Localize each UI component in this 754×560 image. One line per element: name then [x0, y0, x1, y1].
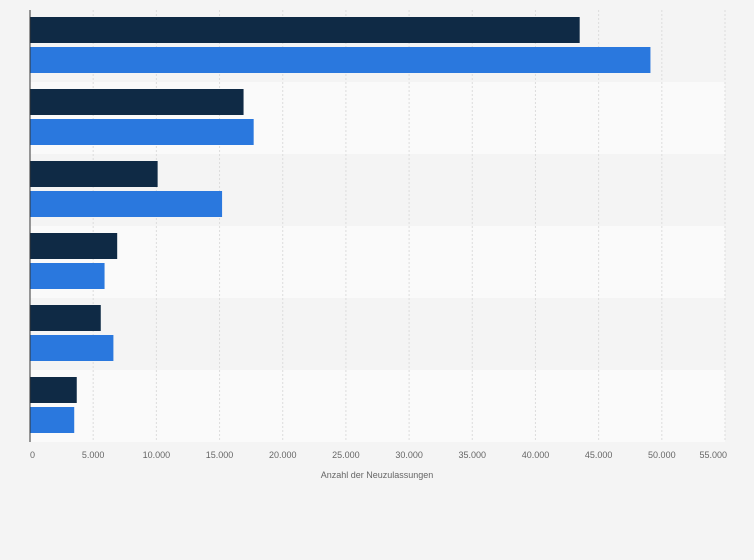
category-band-6: [30, 370, 725, 442]
bar-series2-cat2: [30, 119, 254, 145]
x-tick-label-5: 25.000: [332, 450, 360, 460]
x-tick-label-7: 35.000: [459, 450, 487, 460]
x-tick-label-8: 40.000: [522, 450, 550, 460]
x-tick-label-9: 45.000: [585, 450, 613, 460]
gridlines: [92, 10, 726, 442]
bar-series1-cat5: [30, 305, 101, 331]
bar-series2-cat1: [30, 47, 651, 73]
bar-series1-cat3: [30, 161, 158, 187]
category-band-5: [30, 298, 725, 370]
category-band-4: [30, 226, 725, 298]
x-tick-label-4: 20.000: [269, 450, 297, 460]
bar-series2-cat3: [30, 191, 223, 217]
x-tick-label-0: 0: [30, 450, 35, 460]
bar-series1-cat4: [30, 233, 118, 259]
bar-series1-cat1: [30, 17, 580, 43]
bar-series1-cat2: [30, 89, 244, 115]
x-tick-label-1: 5.000: [82, 450, 105, 460]
x-tick-labels: 0 5.000 10.000 15.000 20.000 25.000 30.000 35.0…: [30, 450, 727, 460]
bars: [30, 17, 651, 433]
bar-series2-cat4: [30, 263, 105, 289]
x-tick-label-11: 55.000: [699, 450, 727, 460]
x-tick-label-3: 15.000: [206, 450, 234, 460]
category-bands: [30, 10, 725, 442]
x-tick-label-10: 50.000: [648, 450, 676, 460]
x-tick-label-2: 10.000: [143, 450, 171, 460]
bar-series2-cat5: [30, 335, 114, 361]
bar-series2-cat6: [30, 407, 75, 433]
x-axis-title: Anzahl der Neuzulassungen: [321, 470, 434, 480]
x-tick-label-6: 30.000: [395, 450, 423, 460]
bar-series1-cat6: [30, 377, 77, 403]
